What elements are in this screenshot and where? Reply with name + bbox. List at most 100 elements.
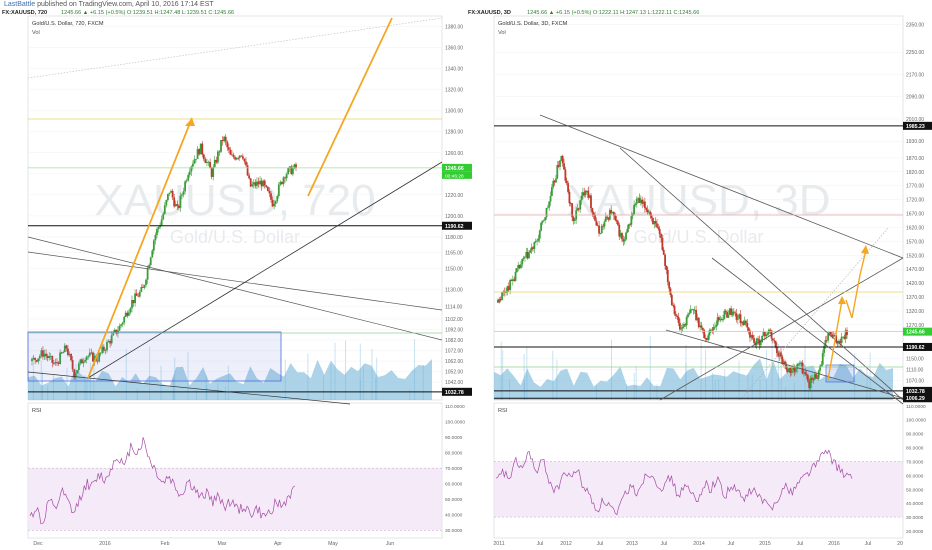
- y-tick-label: 1042.00: [445, 380, 463, 386]
- candle-body: [71, 360, 74, 370]
- candle-body: [815, 374, 817, 379]
- candle-body: [265, 185, 268, 187]
- author-link[interactable]: LastBattle: [4, 1, 36, 8]
- candle-body: [541, 220, 544, 223]
- rsi-tick-label: 50.0000: [906, 487, 924, 493]
- price-pane: [27, 15, 443, 401]
- candle-body: [762, 332, 765, 336]
- x-tick-label: 2015: [759, 541, 771, 547]
- trend-line: [539, 114, 904, 259]
- candle-body: [712, 327, 715, 331]
- candle-body: [279, 181, 282, 185]
- candle-body: [611, 212, 614, 214]
- candle-body: [781, 356, 784, 364]
- candle-body: [152, 240, 155, 251]
- price-label-box: [442, 221, 472, 230]
- candle-body: [142, 286, 144, 288]
- candle-body: [177, 205, 180, 208]
- candle-body: [819, 366, 821, 371]
- trend-line: [27, 251, 443, 311]
- candle-body: [836, 342, 839, 344]
- candle-body: [560, 156, 563, 161]
- dotted-trend-line: [27, 17, 443, 79]
- candle-body: [615, 220, 618, 222]
- candle-body: [499, 298, 502, 301]
- candle-body: [648, 211, 650, 213]
- candle-body: [577, 208, 580, 210]
- y-tick-label: 1052.00: [445, 370, 463, 376]
- candle-body: [684, 324, 687, 326]
- candle-body: [42, 350, 44, 357]
- rsi-band: [28, 468, 442, 531]
- y-tick-label: 1062.00: [445, 359, 463, 365]
- candle-body: [257, 181, 260, 185]
- candle-body: [106, 342, 108, 351]
- candle-body: [552, 180, 555, 188]
- rsi-tick-label: 30.0000: [445, 528, 463, 534]
- candle-body: [173, 197, 176, 207]
- candle-body: [256, 181, 258, 186]
- candle-body: [825, 340, 828, 341]
- candle-body: [596, 225, 599, 227]
- y-tick-label: 2350.00: [906, 22, 924, 28]
- candle-body: [812, 379, 815, 381]
- candle-body: [49, 355, 52, 357]
- candle-body: [827, 333, 830, 341]
- candle-body: [87, 355, 90, 357]
- y-tick-label: 1420.00: [906, 281, 924, 287]
- candle-body: [234, 157, 236, 160]
- rsi-tick-label: 20.0000: [906, 529, 924, 535]
- candle-body: [579, 200, 582, 210]
- rsi-tick-label: 110.0000: [906, 404, 926, 410]
- candle-body: [74, 373, 77, 378]
- candle-body: [794, 368, 797, 372]
- candle-body: [284, 177, 286, 179]
- trend-line: [659, 257, 904, 401]
- y-tick-label: 1260.00: [445, 151, 463, 157]
- candle-body: [54, 362, 57, 364]
- candle-body: [110, 335, 113, 344]
- candle-body: [769, 329, 772, 331]
- candle-body: [34, 357, 37, 361]
- candle-body: [832, 335, 835, 337]
- candle-body: [68, 353, 71, 356]
- candle-body: [735, 313, 738, 320]
- candle-body: [206, 162, 208, 163]
- candle-body: [765, 334, 768, 337]
- candle-body: [598, 225, 600, 234]
- candle-body: [784, 361, 786, 365]
- candle-body: [693, 309, 696, 311]
- candle-body: [201, 143, 204, 155]
- candle-body: [232, 154, 235, 158]
- candle-body: [685, 316, 688, 326]
- candle-body: [805, 374, 808, 376]
- rsi-tick-label: 90.0000: [906, 432, 924, 438]
- candle-body: [167, 193, 169, 201]
- candle-body: [759, 342, 762, 346]
- candle-body: [808, 381, 811, 389]
- candle-body: [662, 249, 665, 255]
- candle-body: [184, 181, 186, 192]
- price-label-box: [903, 386, 932, 395]
- candle-body: [40, 350, 43, 356]
- candle-body: [52, 362, 55, 364]
- candle-body: [697, 317, 700, 328]
- candle-body: [216, 151, 219, 163]
- candle-body: [843, 336, 846, 340]
- candle-body: [549, 195, 552, 202]
- candle-body: [163, 205, 166, 214]
- candle-body: [509, 280, 512, 290]
- candle-body: [501, 292, 503, 301]
- candle-body: [788, 368, 790, 372]
- candle-body: [753, 338, 755, 343]
- candle-body: [661, 237, 664, 250]
- rsi-tick-label: 80.0000: [906, 446, 924, 452]
- rsi-tick-label: 40.0000: [445, 513, 463, 519]
- candle-body: [602, 225, 605, 227]
- candle-body: [546, 207, 549, 209]
- candle-body: [773, 340, 776, 341]
- candle-body: [641, 199, 644, 204]
- candle-body: [700, 325, 703, 328]
- candle-body: [816, 378, 819, 380]
